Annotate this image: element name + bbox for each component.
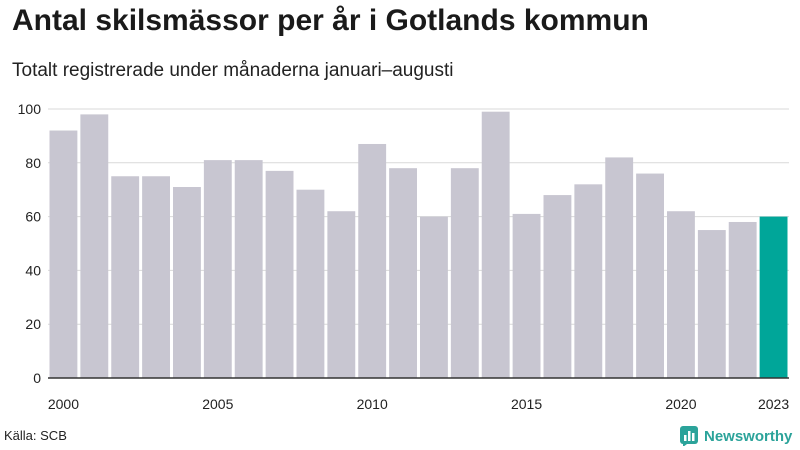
bar-2014 [481,111,510,378]
bar-2018 [605,157,634,378]
x-tick-label: 2010 [357,396,388,412]
bar-2020 [667,211,695,378]
chart-subtitle: Totalt registrerade under månaderna janu… [12,60,454,81]
bar-2015 [512,213,541,378]
bar-2009 [327,211,356,378]
chart-title: Antal skilsmässor per år i Gotlands komm… [12,4,649,37]
bar-2012 [420,216,448,378]
bar-2004 [173,187,201,378]
y-tick-label: 0 [33,370,41,386]
bar-2000 [49,130,78,378]
bar-2010 [358,143,387,378]
bar-2019 [636,173,664,378]
y-tick-label: 60 [25,209,41,225]
bar-2007 [265,170,294,378]
bar-2005 [203,160,232,378]
source-label: Källa: SCB [4,428,67,443]
brand-name: Newsworthy [704,427,793,445]
x-tick-label: 2000 [48,396,79,412]
y-tick-label: 100 [18,101,42,117]
bar-2006 [234,160,263,378]
x-tick-label: 2015 [511,396,542,412]
bar-series [49,111,788,378]
bar-2008 [296,189,325,378]
x-tick-label: 2005 [202,396,233,412]
bar-2003 [142,176,170,378]
bar-2023 [759,216,788,378]
y-tick-label: 40 [25,262,41,278]
bar-2001 [80,114,109,378]
axes: 0 20 40 60 80 100 2000 2005 2010 2015 2020 2023 [18,101,790,412]
bar-2011 [389,168,417,378]
bar-2016 [543,195,572,378]
y-tick-label: 20 [25,316,41,332]
bar-2017 [574,184,603,378]
bar-2002 [111,176,140,378]
x-tick-label: 2020 [665,396,696,412]
brand-logo: Newsworthy [680,426,792,446]
newsworthy-logo-icon [680,426,698,446]
bar-2013 [450,168,479,378]
y-tick-label: 80 [25,155,41,171]
x-tick-label: 2023 [758,396,789,412]
bar-2021 [697,230,726,378]
bar-2022 [728,221,757,378]
bar-chart: 0 20 40 60 80 100 2000 2005 2010 2015 2020 2023 [18,101,790,412]
grid-lines [48,108,789,325]
